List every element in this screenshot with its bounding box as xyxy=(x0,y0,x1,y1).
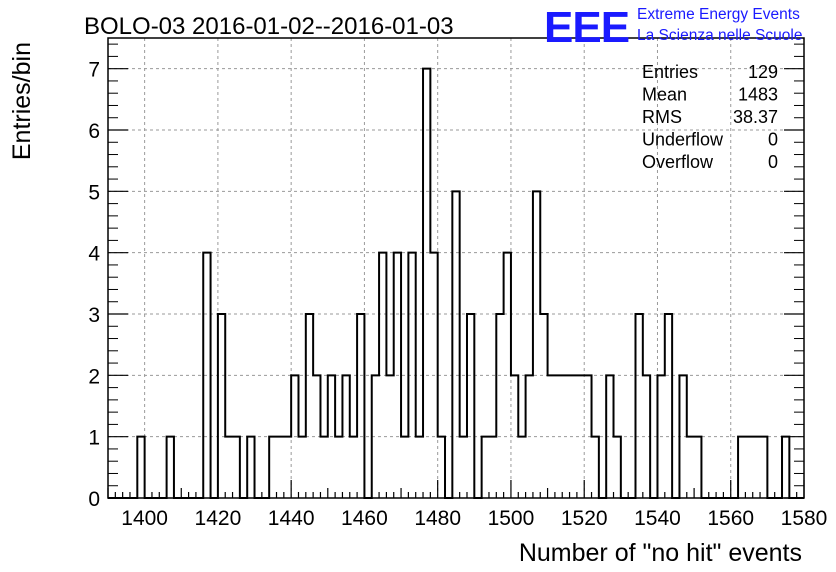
grid-lines xyxy=(108,38,804,498)
y-tick-label: 0 xyxy=(88,488,100,511)
stats-value: 38.37 xyxy=(733,107,778,127)
stats-label: RMS xyxy=(642,107,682,127)
stats-label: Underflow xyxy=(642,130,724,150)
y-tick-label: 2 xyxy=(88,365,100,388)
x-tick-label: 1500 xyxy=(488,507,535,530)
x-tick-label: 1400 xyxy=(121,507,168,530)
x-tick-label: 1520 xyxy=(561,507,608,530)
eee-logo: EEE Extreme Energy Events La Scienza nel… xyxy=(544,3,802,52)
x-tick-label: 1560 xyxy=(707,507,754,530)
y-tick-label: 3 xyxy=(88,304,100,327)
eee-logo-line2: La Scienza nelle Scuole xyxy=(637,27,802,44)
axis-ticks: 1400 1420 1440 1460 1480 1500 1520 1540 1560 1580… xyxy=(88,43,828,530)
eee-logo-mark: EEE xyxy=(544,3,629,52)
x-tick-label: 1440 xyxy=(268,507,315,530)
y-axis-label: Entries/bin xyxy=(8,42,36,160)
stats-value: 1483 xyxy=(738,85,778,105)
y-tick-label: 7 xyxy=(88,59,100,82)
plot-frame xyxy=(107,37,805,499)
x-tick-label: 1460 xyxy=(341,507,388,530)
y-tick-label: 4 xyxy=(88,243,100,266)
x-tick-label: 1420 xyxy=(195,507,242,530)
y-tick-label: 5 xyxy=(88,181,100,204)
eee-logo-line1: Extreme Energy Events xyxy=(637,6,800,23)
y-tick-label: 6 xyxy=(88,120,100,143)
stats-box: Entries 129 Mean 1483 RMS 38.37 Underflow 0 Over… xyxy=(642,62,778,172)
chart-title: BOLO-03 2016-01-02--2016-01-03 xyxy=(84,13,454,40)
stats-value: 129 xyxy=(748,62,778,82)
stats-label: Mean xyxy=(642,85,687,105)
stats-value: 0 xyxy=(768,130,778,150)
stats-label: Entries xyxy=(642,62,698,82)
x-tick-label: 1580 xyxy=(781,507,828,530)
x-axis-label: Number of "no hit" events xyxy=(519,539,802,567)
y-tick-label: 1 xyxy=(88,427,100,450)
stats-value: 0 xyxy=(768,152,778,172)
x-tick-label: 1540 xyxy=(634,507,681,530)
x-tick-label: 1480 xyxy=(414,507,461,530)
stats-label: Overflow xyxy=(642,152,714,172)
